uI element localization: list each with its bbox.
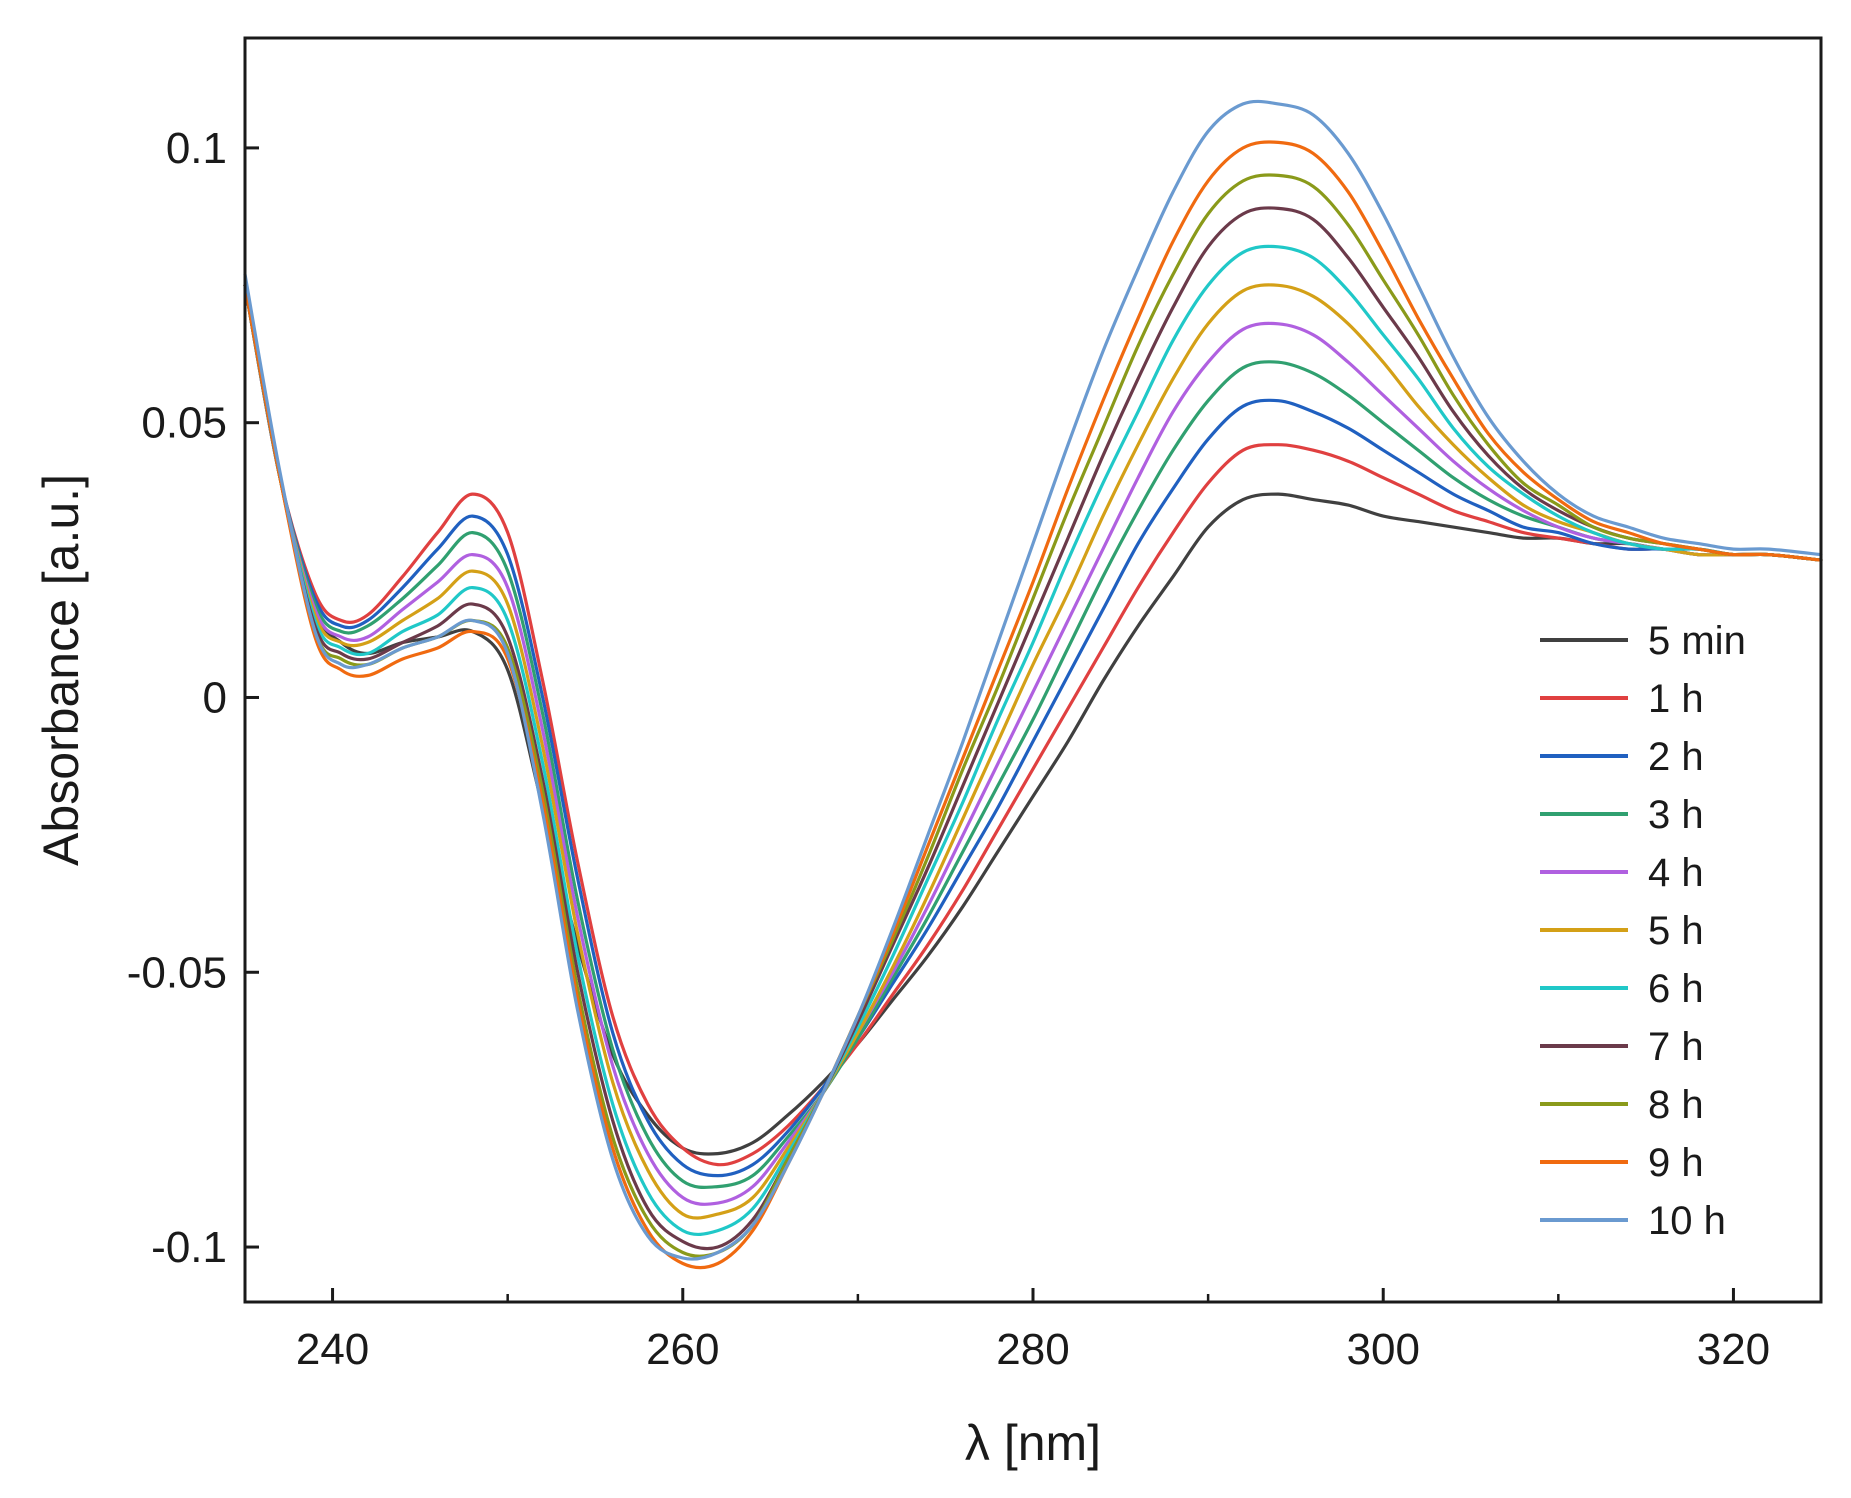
series-line-10 xyxy=(243,140,1823,1270)
legend-label: 7 h xyxy=(1648,1025,1704,1069)
ticks-layer: 240 260 280 300 320 -0.1 -0.05 0 0.05 0.1 xyxy=(127,124,1770,1374)
series-line-5 xyxy=(243,283,1823,1206)
legend-label: 9 h xyxy=(1648,1141,1704,1185)
x-tick-label: 260 xyxy=(646,1325,719,1374)
series-line-3 xyxy=(243,283,1823,1178)
y-tick-label: 0 xyxy=(203,673,227,722)
series-line-8 xyxy=(243,206,1823,1251)
series-layer xyxy=(243,99,1823,1270)
x-tick-label: 240 xyxy=(296,1325,369,1374)
x-axis-title: λ [nm] xyxy=(965,1415,1101,1471)
legend-label: 4 h xyxy=(1648,851,1704,895)
y-axis-title: Absorbance [a.u.] xyxy=(33,474,89,866)
series-line-4 xyxy=(243,283,1823,1190)
series-line-6 xyxy=(243,283,1823,1220)
x-tick-label: 300 xyxy=(1347,1325,1420,1374)
y-tick-label: 0.1 xyxy=(166,124,227,173)
y-tick-label: 0.05 xyxy=(141,399,227,448)
legend-label: 3 h xyxy=(1648,793,1704,837)
legend: 5 min 1 h 2 h 3 h 4 h 5 h 6 h 7 h 8 h 9 h 10 h xyxy=(1540,619,1746,1243)
legend-label: 10 h xyxy=(1648,1199,1726,1243)
legend-label: 2 h xyxy=(1648,735,1704,779)
series-line-2 xyxy=(243,283,1823,1167)
x-tick-label: 280 xyxy=(996,1325,1069,1374)
legend-label: 5 min xyxy=(1648,619,1746,663)
legend-label: 8 h xyxy=(1648,1083,1704,1127)
y-tick-label: -0.1 xyxy=(151,1223,227,1272)
series-line-7 xyxy=(243,244,1823,1236)
legend-label: 5 h xyxy=(1648,909,1704,953)
legend-label: 1 h xyxy=(1648,677,1704,721)
x-tick-label: 320 xyxy=(1697,1325,1770,1374)
series-line-11 xyxy=(243,99,1823,1261)
legend-label: 6 h xyxy=(1648,967,1704,1011)
y-tick-label: -0.05 xyxy=(127,948,227,997)
